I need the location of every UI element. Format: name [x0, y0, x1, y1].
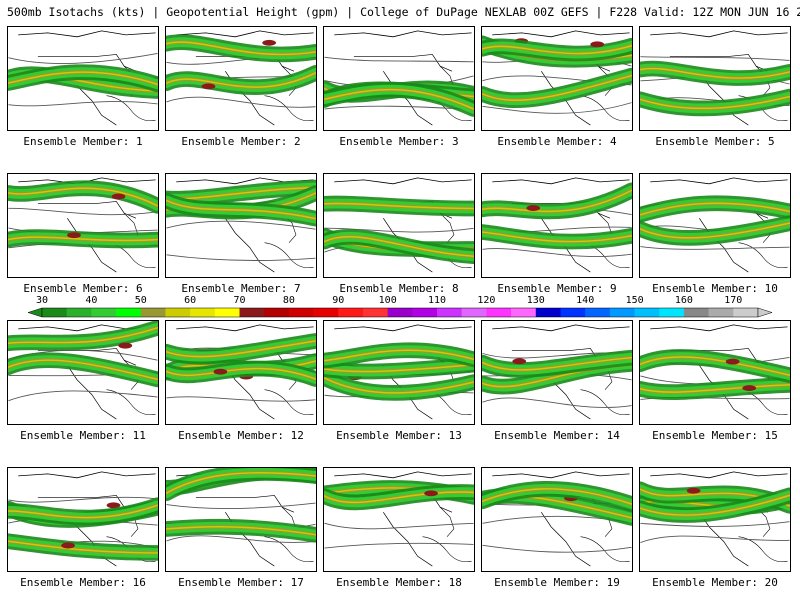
- legend-swatch: [387, 308, 413, 317]
- ensemble-member-label: Ensemble Member: 18: [336, 576, 462, 589]
- legend-swatch: [535, 308, 561, 317]
- legend-swatch: [288, 308, 314, 317]
- page-title: 500mb Isotachs (kts) | Geopotential Heig…: [7, 5, 800, 19]
- legend-swatch: [683, 308, 709, 317]
- legend-swatch: [239, 308, 265, 317]
- legend-swatch: [560, 308, 586, 317]
- ensemble-member-label: Ensemble Member: 4: [497, 135, 617, 148]
- ensemble-map-11: [7, 320, 159, 425]
- legend-tick-label: 50: [134, 295, 147, 306]
- ensemble-map-16: [7, 467, 159, 572]
- legend-swatch: [609, 308, 635, 317]
- legend-swatch: [437, 308, 463, 317]
- ensemble-map-2: [165, 26, 317, 131]
- legend-swatch: [264, 308, 290, 317]
- legend-swatch: [659, 308, 685, 317]
- ensemble-member-label: Ensemble Member: 14: [494, 429, 620, 442]
- ensemble-member-label: Ensemble Member: 2: [181, 135, 301, 148]
- legend-tick-label: 150: [625, 295, 644, 306]
- legend-tick-label: 60: [184, 295, 197, 306]
- ensemble-member-label: Ensemble Member: 12: [178, 429, 304, 442]
- legend-swatch: [313, 308, 339, 317]
- ensemble-map-8: [323, 173, 475, 278]
- legend-swatch: [461, 308, 487, 317]
- legend-tick-label: 110: [427, 295, 447, 306]
- ensemble-map-7: [165, 173, 317, 278]
- ensemble-member-label: Ensemble Member: 17: [178, 576, 304, 589]
- ensemble-map-17: [165, 467, 317, 572]
- legend-swatch: [66, 308, 92, 317]
- ensemble-member-label: Ensemble Member: 11: [20, 429, 146, 442]
- ensemble-member-label: Ensemble Member: 9: [497, 282, 617, 295]
- isotach-legend: 30 40 50 60 70 80 90 100 110 120 130 140 150 160 170: [0, 295, 800, 319]
- legend-swatch: [91, 308, 117, 317]
- legend-swatch: [140, 308, 166, 317]
- ensemble-member-label: Ensemble Member: 19: [494, 576, 620, 589]
- ensemble-member-label: Ensemble Member: 7: [181, 282, 301, 295]
- ensemble-member-label: Ensemble Member: 5: [655, 135, 775, 148]
- legend-swatch: [708, 308, 734, 317]
- legend-swatch: [190, 308, 216, 317]
- legend-swatch: [116, 308, 142, 317]
- ensemble-map-13: [323, 320, 475, 425]
- legend-swatch: [362, 308, 388, 317]
- ensemble-member-label: Ensemble Member: 1: [23, 135, 143, 148]
- ensemble-map-9: [481, 173, 633, 278]
- ensemble-map-10: [639, 173, 791, 278]
- legend-swatch: [585, 308, 611, 317]
- legend-swatch: [42, 308, 67, 317]
- legend-tick-label: 30: [35, 295, 49, 306]
- legend-tick-label: 170: [724, 295, 743, 306]
- ensemble-member-label: Ensemble Member: 10: [652, 282, 778, 295]
- ensemble-member-label: Ensemble Member: 13: [336, 429, 462, 442]
- legend-swatch: [214, 308, 240, 317]
- ensemble-map-19: [481, 467, 633, 572]
- legend-swatch: [412, 308, 438, 317]
- legend-tick-label: 130: [526, 295, 545, 306]
- ensemble-member-label: Ensemble Member: 15: [652, 429, 778, 442]
- ensemble-map-6: [7, 173, 159, 278]
- legend-tick-label: 80: [282, 295, 295, 306]
- legend-swatch: [338, 308, 364, 317]
- legend-swatch: [733, 308, 759, 317]
- ensemble-map-18: [323, 467, 475, 572]
- ensemble-member-label: Ensemble Member: 6: [23, 282, 143, 295]
- legend-colorbar: [27, 307, 773, 318]
- legend-swatch: [486, 308, 512, 317]
- legend-tick-label: 160: [674, 295, 693, 306]
- legend-swatch: [511, 308, 537, 317]
- legend-tick-label: 90: [332, 295, 345, 306]
- ensemble-map-14: [481, 320, 633, 425]
- ensemble-member-label: Ensemble Member: 16: [20, 576, 146, 589]
- legend-swatch: [165, 308, 191, 317]
- ensemble-map-3: [323, 26, 475, 131]
- ensemble-map-15: [639, 320, 791, 425]
- legend-tick-label: 140: [576, 295, 595, 306]
- ensemble-map-1: [7, 26, 159, 131]
- legend-tick-label: 120: [477, 295, 496, 306]
- legend-tick-label: 100: [378, 295, 397, 306]
- ensemble-member-label: Ensemble Member: 20: [652, 576, 778, 589]
- ensemble-map-4: [481, 26, 633, 131]
- legend-swatch: [634, 308, 660, 317]
- ensemble-map-12: [165, 320, 317, 425]
- legend-tick-label: 70: [233, 295, 246, 306]
- ensemble-map-20: [639, 467, 791, 572]
- ensemble-member-label: Ensemble Member: 3: [339, 135, 459, 148]
- legend-tick-label: 40: [85, 295, 98, 306]
- ensemble-map-5: [639, 26, 791, 131]
- ensemble-member-label: Ensemble Member: 8: [339, 282, 459, 295]
